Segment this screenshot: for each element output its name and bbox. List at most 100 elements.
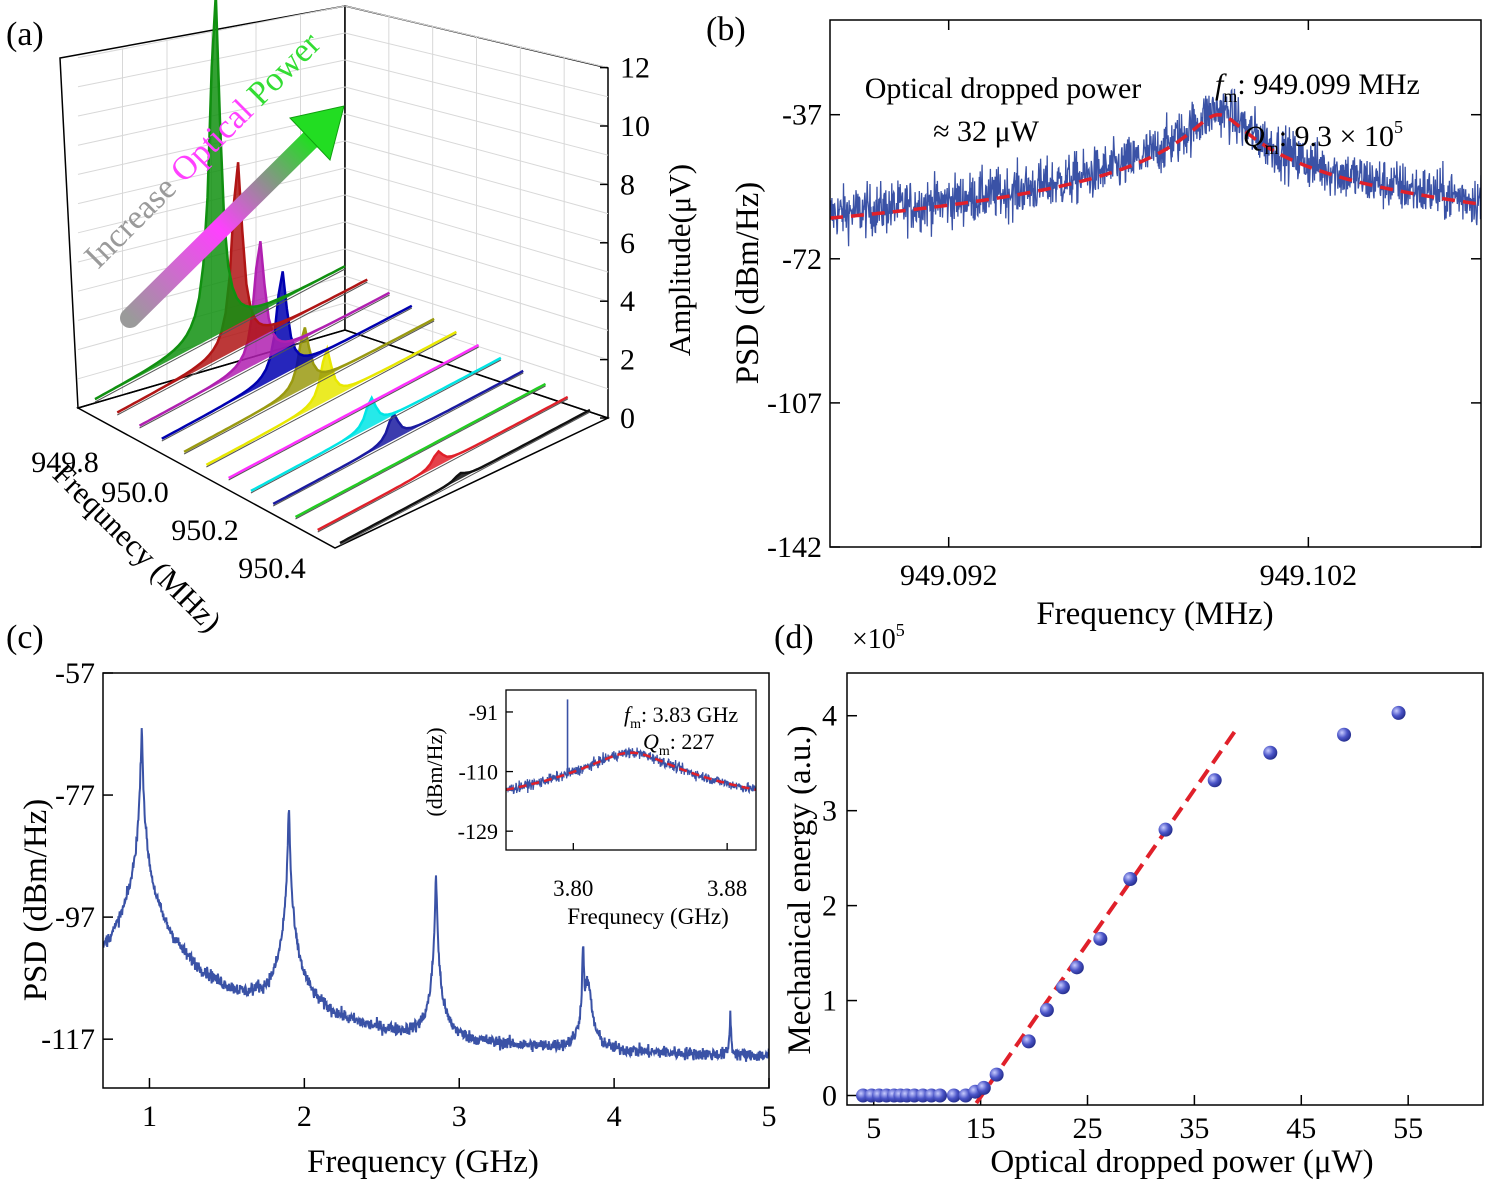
inset-fit-curve (506, 751, 756, 792)
x-tick-label: 25 (1073, 1112, 1103, 1145)
y-axis-label: PSD (dBm/Hz) (18, 799, 54, 1002)
x-tick-label: 1 (142, 1100, 157, 1133)
data-point (976, 1080, 991, 1095)
z-tick-label: 10 (620, 110, 650, 143)
axes-box (846, 672, 1484, 1106)
panel-d-label: (d) (774, 619, 814, 656)
x-tick-label: 3 (452, 1100, 467, 1133)
x-tick-label: 4 (607, 1100, 622, 1133)
y-tick-label: 0 (822, 1080, 837, 1113)
axes-box (829, 19, 1482, 548)
y-tick-label: -97 (55, 901, 95, 934)
x-tick-label: 949.092 (900, 559, 998, 592)
x-tick-label: 45 (1286, 1112, 1316, 1145)
spectrum-line (228, 343, 480, 480)
axes-box (102, 672, 770, 1089)
y-tick-label: -117 (41, 1023, 95, 1056)
y-axis-label: PSD (dBm/Hz) (730, 182, 766, 385)
y-axis-label: Mechanical energy (a.u.) (782, 725, 818, 1054)
fm-annotation: fm: 949.099 MHz (1215, 68, 1420, 106)
y-tick-label: -142 (767, 531, 822, 564)
measured-trace (830, 88, 1481, 247)
y-tick-label: -37 (782, 99, 822, 132)
baseline (295, 385, 546, 520)
baseline (183, 320, 435, 455)
y-tick-label: -107 (767, 387, 822, 420)
y-tick-label: -77 (55, 779, 95, 812)
spectrum-line (294, 382, 547, 519)
panel-b-label: (b) (706, 11, 746, 48)
inset-chart: -91 -110 -129 3.80 3.88 fm: 3.83 GHz Qm: 227… (422, 689, 757, 929)
baseline (250, 359, 502, 494)
y-tick-label: -72 (782, 243, 822, 276)
baseline (272, 372, 524, 507)
spectrum-line (161, 271, 413, 440)
panel-c-label: (c) (6, 619, 44, 656)
inset-fm-annotation: fm: 3.83 GHz (624, 702, 738, 732)
inset-y-tick-label: -110 (458, 760, 498, 785)
data-point (989, 1067, 1004, 1082)
data-point (1263, 745, 1278, 760)
inset-x-axis-label: Frequnecy (GHz) (567, 904, 729, 929)
axes-ticks: -37 -72 -107 -142 949.092 949.102 (767, 20, 1481, 592)
data-point (1039, 1003, 1054, 1018)
z-tick-label: 12 (620, 52, 650, 85)
data-point (1391, 705, 1406, 720)
x-tick-label: 35 (1179, 1112, 1209, 1145)
data-point (1123, 872, 1138, 887)
panel-a-label: (a) (6, 16, 44, 53)
spectrum-fill (117, 162, 368, 413)
spectrum-line (339, 408, 591, 545)
data-point (1337, 727, 1352, 742)
z-tick-label: 2 (620, 344, 635, 377)
baseline (206, 333, 457, 468)
inset-y-axis-label: (dBm/Hz) (422, 727, 447, 816)
spectrum-line (116, 162, 368, 414)
inset-axes-ticks: -91 -110 -129 3.80 3.88 (458, 700, 748, 901)
data-points (856, 705, 1406, 1103)
data-point (946, 1088, 961, 1103)
inset-x-tick-label: 3.80 (553, 876, 593, 901)
x-tick-label: 950.4 (238, 552, 306, 585)
inset-y-tick-label: -91 (469, 700, 498, 725)
spectrum-line (138, 241, 391, 427)
x-tick-label: 55 (1393, 1112, 1423, 1145)
spectrum-line (183, 317, 435, 453)
y-tick-label: 2 (822, 890, 837, 923)
data-point (1207, 773, 1222, 788)
z-tick-label: 0 (620, 402, 635, 435)
x-tick-label: 2 (297, 1100, 312, 1133)
spectrum-fill (95, 0, 345, 400)
data-point (1158, 822, 1173, 837)
z-tick-label: 4 (620, 285, 635, 318)
data-point (1093, 931, 1108, 946)
baseline (94, 268, 346, 403)
z-tick-label: 8 (620, 168, 635, 201)
spectrum-trace (103, 728, 769, 1062)
y-tick-label: 3 (822, 795, 837, 828)
inset-qm-annotation: Qm: 227 (643, 729, 714, 759)
x-tick-label: 15 (966, 1112, 996, 1145)
panel-c: (c) -57 -77 -97 -117 1 2 3 4 5 Frequency (GHz) P… (6, 619, 777, 1180)
power-value-annotation: ≈ 32 μW (933, 115, 1040, 148)
baseline (317, 398, 568, 533)
panel-b: (b) -37 -72 -107 -142 949.092 949.102 Optical… (706, 11, 1482, 632)
z-axis-label: Amplitude(μV) (662, 164, 697, 356)
linear-fit-line (974, 726, 1239, 1105)
y-tick-label: -57 (55, 657, 95, 690)
spectrum-fill (161, 271, 412, 439)
baseline (117, 281, 368, 416)
spectrum-line (250, 356, 502, 493)
baseline (161, 307, 413, 442)
qm-annotation: Qm: 9.3 × 105 (1243, 117, 1403, 158)
grid-line (77, 5, 346, 59)
baseline (228, 346, 479, 481)
x-tick-label: 950.0 (101, 476, 169, 509)
x-tick-label: 5 (762, 1100, 777, 1133)
data-point (1021, 1034, 1036, 1049)
inset-y-tick-label: -129 (458, 819, 498, 844)
